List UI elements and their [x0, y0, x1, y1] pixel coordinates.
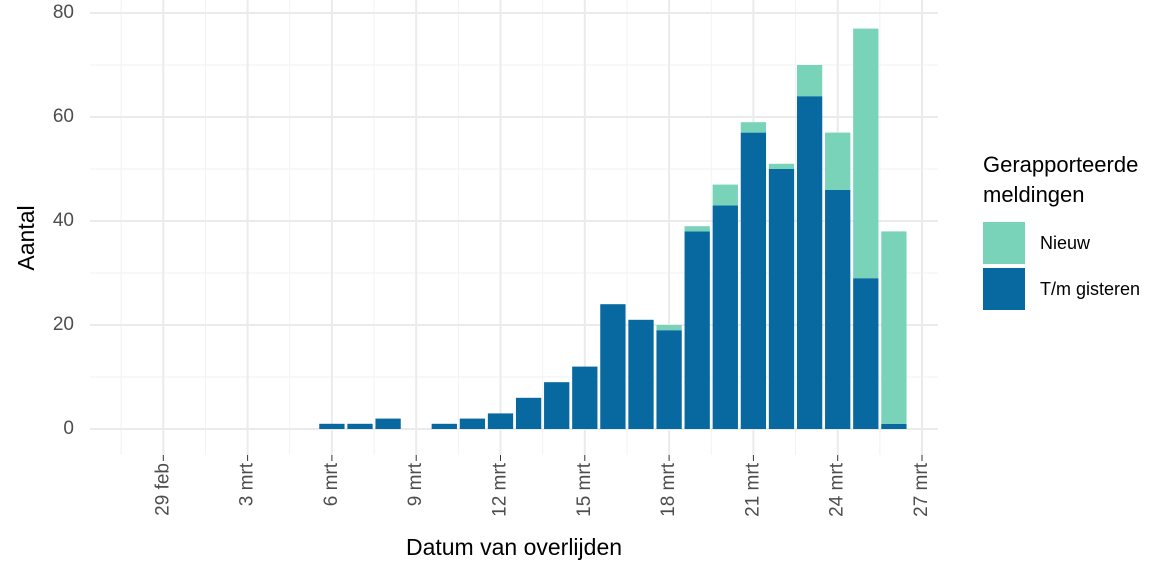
bar-segment [853, 28, 879, 279]
x-tick-label: 27 mrt [911, 462, 932, 517]
bar-segment [319, 423, 345, 429]
bar-segment [712, 184, 738, 206]
x-tick-label: 15 mrt [574, 462, 595, 517]
bar-segment [431, 423, 457, 429]
legend-title: meldingen [983, 182, 1085, 207]
bar-segment [712, 205, 738, 429]
bar-segment [459, 418, 486, 429]
x-tick-label: 3 mrt [237, 462, 258, 506]
bar-segment [656, 330, 682, 429]
x-tick-label: 21 mrt [742, 462, 763, 517]
x-axis-title: Datum van overlijden [406, 534, 622, 560]
y-tick-label: 40 [53, 210, 74, 231]
legend-title: Gerapporteerde [983, 152, 1138, 177]
bar-segment [853, 278, 879, 429]
x-tick-label: 9 mrt [405, 462, 426, 506]
bar-segment [881, 231, 907, 424]
y-tick-label: 0 [63, 418, 74, 439]
x-tick-label: 18 mrt [658, 462, 679, 517]
bar-segment [740, 132, 767, 429]
legend-label: T/m gisteren [1040, 279, 1140, 299]
bar-segment [768, 163, 795, 169]
bar-segment [796, 96, 823, 429]
bar-segment [684, 226, 710, 232]
bar-segment [347, 423, 373, 429]
plot-area [90, 0, 938, 455]
legend-label: Nieuw [1040, 233, 1091, 253]
bar-segment [740, 122, 767, 133]
bar-segment [768, 169, 795, 429]
bar-segment [600, 304, 626, 429]
bar-segment [825, 189, 851, 429]
bar-segment [515, 397, 542, 429]
y-tick-label: 80 [53, 2, 74, 23]
x-tick-label: 12 mrt [490, 462, 511, 517]
bar-segment [375, 418, 401, 429]
bar-segment [544, 382, 570, 429]
bar-segment [487, 413, 514, 429]
bar-segment [881, 423, 907, 429]
x-tick-label: 6 mrt [321, 462, 342, 506]
x-tick-label: 24 mrt [827, 462, 848, 517]
x-tick-label: 29 feb [152, 463, 173, 516]
legend-key [983, 268, 1025, 310]
y-axis-title: Aantal [13, 205, 39, 270]
bar-segment [656, 325, 682, 331]
bar-segment [572, 366, 598, 429]
y-tick-label: 60 [53, 106, 74, 127]
bar-segment [796, 65, 823, 97]
legend-key [983, 222, 1025, 264]
y-tick-label: 20 [53, 314, 74, 335]
bar-segment [628, 319, 654, 429]
bar-segment [684, 231, 710, 429]
bar-segment [825, 132, 851, 190]
